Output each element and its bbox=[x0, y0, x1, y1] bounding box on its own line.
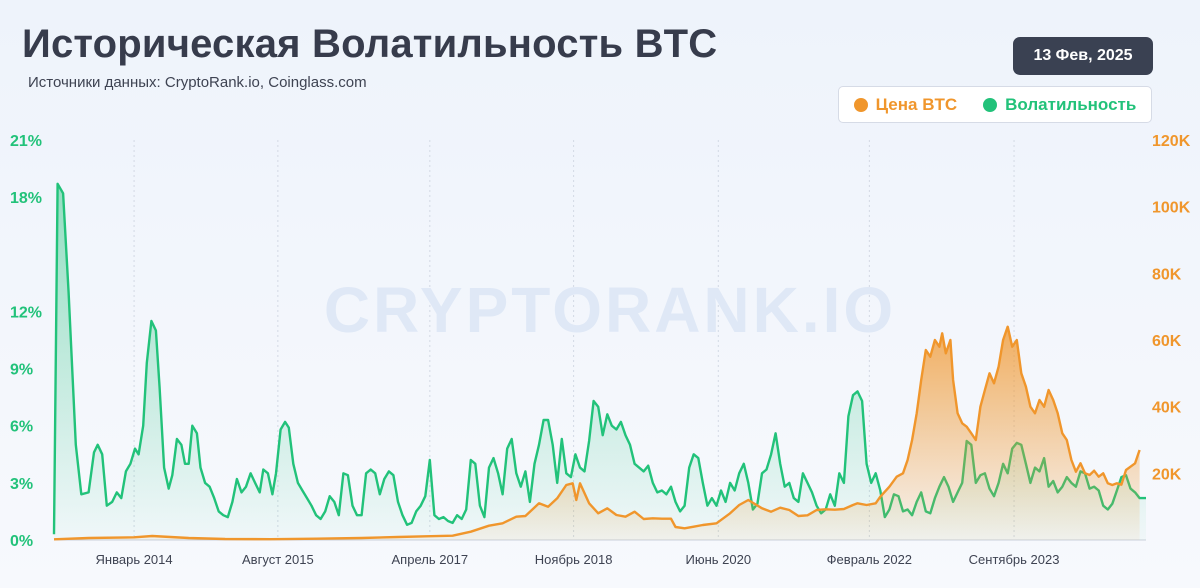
data-source-subtitle: Источники данных: CryptoRank.io, Coingla… bbox=[28, 74, 367, 91]
price-area bbox=[54, 326, 1140, 540]
legend-item-price[interactable]: Цена BTC bbox=[853, 94, 958, 115]
y-right-tick-label: 100K bbox=[1152, 200, 1191, 217]
page-title: Историческая Волатильность BTC bbox=[22, 22, 718, 66]
legend-label-price: Цена BTC bbox=[875, 94, 958, 114]
x-tick-label: Сентябрь 2023 bbox=[969, 552, 1060, 567]
volatility-dot-icon bbox=[983, 97, 998, 112]
series-layer bbox=[52, 182, 1146, 541]
x-tick-label: Февраль 2022 bbox=[827, 552, 912, 567]
price-series bbox=[53, 325, 1141, 541]
y-left-tick-label: 3% bbox=[10, 476, 33, 493]
axis-labels: Январь 2014 Август 2015 Апрель 2017 Ноябрь … bbox=[10, 133, 1191, 567]
x-tick-label: Январь 2014 bbox=[96, 552, 173, 567]
x-tick-label: Июнь 2020 bbox=[686, 552, 752, 567]
chart-legend: Цена BTC Волатильность bbox=[838, 86, 1152, 123]
y-left-tick-label: 0% bbox=[10, 533, 33, 550]
x-tick-label: Ноябрь 2018 bbox=[535, 552, 613, 567]
x-tick-label: Август 2015 bbox=[242, 552, 314, 567]
y-left-tick-label: 9% bbox=[10, 362, 33, 379]
legend-label-volatility: Волатильность bbox=[1005, 94, 1137, 114]
y-left-tick-label: 21% bbox=[10, 133, 42, 150]
y-left-tick-label: 12% bbox=[10, 304, 42, 321]
date-badge: 13 Фев, 2025 bbox=[1013, 37, 1153, 75]
x-tick-label: Апрель 2017 bbox=[392, 552, 469, 567]
y-right-tick-label: 120K bbox=[1152, 133, 1191, 150]
price-dot-icon bbox=[853, 97, 868, 112]
price-line bbox=[53, 325, 1141, 541]
legend-item-volatility[interactable]: Волатильность bbox=[983, 95, 1136, 115]
y-right-tick-label: 40K bbox=[1152, 400, 1182, 417]
watermark-text: CRYPTORANK.IO bbox=[324, 274, 896, 346]
y-left-tick-label: 6% bbox=[10, 419, 33, 436]
y-right-tick-label: 80K bbox=[1152, 266, 1182, 283]
y-left-tick-label: 18% bbox=[10, 190, 42, 207]
y-right-tick-label: 20K bbox=[1152, 466, 1182, 483]
y-right-tick-label: 60K bbox=[1152, 333, 1182, 350]
